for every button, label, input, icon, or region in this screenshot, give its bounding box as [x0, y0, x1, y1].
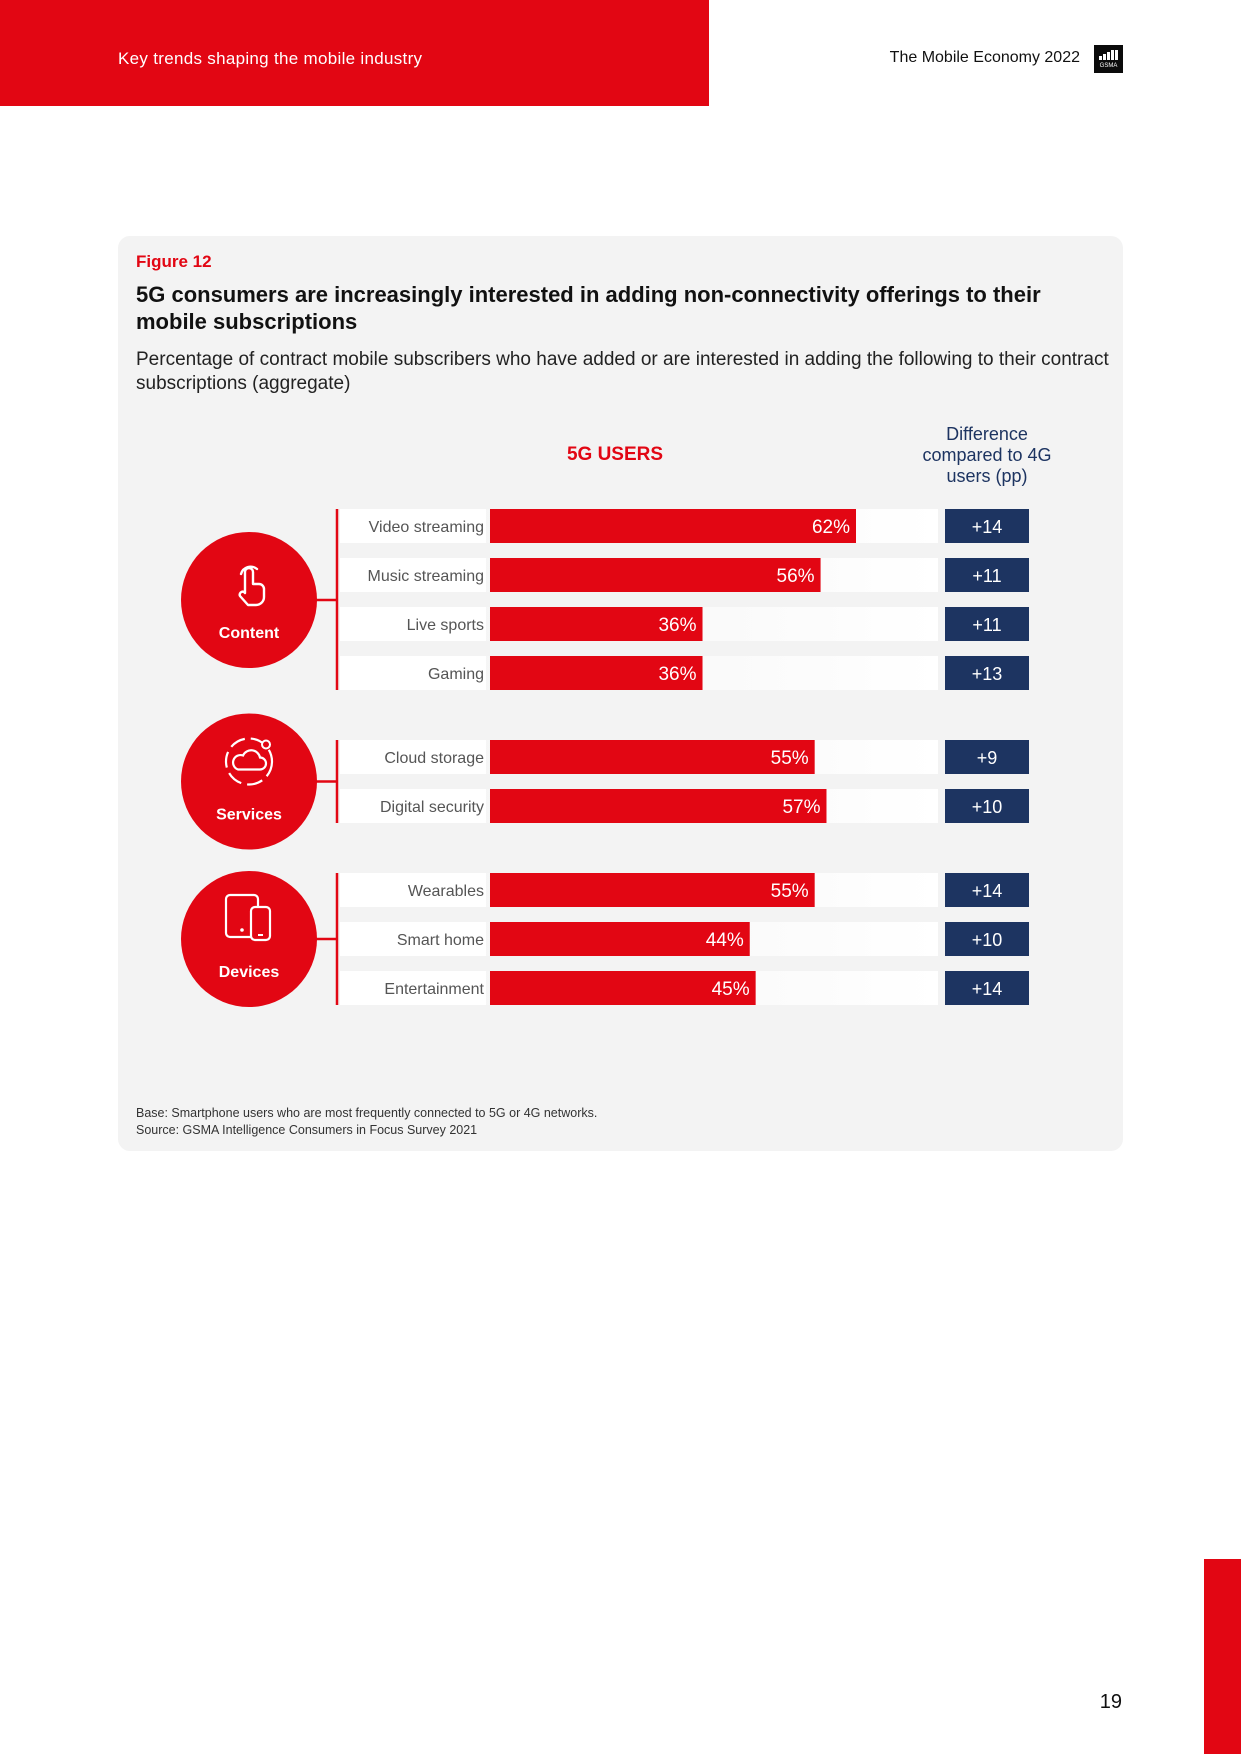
group-circle-content [181, 532, 317, 668]
figure-title: 5G consumers are increasingly interested… [136, 282, 1041, 334]
category-label-wearables: Wearables [408, 883, 484, 900]
data-label-cloud-storage: 55% [771, 748, 809, 769]
diff-box-wearables [945, 873, 1029, 907]
label-cell-video-streaming [340, 509, 486, 543]
diff-box-cloud-storage [945, 740, 1029, 774]
diff-label-cloud-storage: +9 [977, 748, 998, 768]
diff-box-live-sports [945, 607, 1029, 641]
category-label-smart-home: Smart home [397, 932, 484, 949]
bar-chart: Video streaming 62% +14 Music streaming 56% +… [181, 509, 1029, 1007]
category-label-music-streaming: Music streaming [368, 568, 484, 585]
column-header-difference: Difference compared to 4G users (pp) [922, 424, 1052, 486]
cloud-icon [224, 737, 274, 786]
header-band [0, 0, 709, 106]
section-title: Key trends shaping the mobile industry [118, 49, 423, 68]
bar-digital-security [490, 789, 827, 823]
data-label-entertainment: 45% [712, 979, 750, 1000]
bar-gaming [490, 656, 703, 690]
gsma-logo: GSMA [1094, 45, 1123, 73]
label-cell-music-streaming [340, 558, 486, 592]
touch-hand-icon [238, 565, 266, 607]
devices-icon [224, 893, 272, 942]
category-label-digital-security: Digital security [380, 799, 484, 816]
group-circle-devices [181, 871, 317, 1007]
diff-label-music-streaming: +11 [972, 566, 1001, 586]
bar-wearables [490, 873, 815, 907]
category-label-gaming: Gaming [428, 666, 484, 683]
footnote: Base: Smartphone users who are most freq… [136, 1105, 597, 1139]
category-label-entertainment: Entertainment [384, 981, 484, 998]
category-label-cloud-storage: Cloud storage [384, 750, 484, 767]
category-label-video-streaming: Video streaming [369, 519, 484, 536]
diff-box-gaming [945, 656, 1029, 690]
group-label-devices: Devices [219, 964, 280, 981]
label-cell-smart-home [340, 922, 486, 956]
bar-entertainment [490, 971, 756, 1005]
diff-label-entertainment: +14 [972, 979, 1003, 999]
label-cell-cloud-storage [340, 740, 486, 774]
diff-box-digital-security [945, 789, 1029, 823]
label-cell-entertainment [340, 971, 486, 1005]
label-cell-live-sports [340, 607, 486, 641]
diff-box-entertainment [945, 971, 1029, 1005]
data-label-live-sports: 36% [658, 615, 696, 636]
label-cell-digital-security [340, 789, 486, 823]
data-label-music-streaming: 56% [777, 566, 815, 587]
group-label-content: Content [219, 625, 280, 642]
diff-label-gaming: +13 [972, 664, 1003, 684]
data-label-gaming: 36% [658, 664, 696, 685]
group-circle-services [181, 713, 317, 850]
footnote-base: Base: Smartphone users who are most freq… [136, 1106, 598, 1120]
bar-cloud-storage [490, 740, 815, 774]
group-label-services: Services [216, 807, 282, 824]
bar-live-sports [490, 607, 703, 641]
figure-label: Figure 12 [136, 252, 212, 271]
signal-bars-icon [1099, 50, 1118, 60]
label-cell-gaming [340, 656, 486, 690]
page-number: 19 [1099, 1691, 1122, 1713]
label-cell-wearables [340, 873, 486, 907]
diff-box-music-streaming [945, 558, 1029, 592]
bar-music-streaming [490, 558, 821, 592]
side-accent-bar [1204, 1559, 1241, 1754]
diff-label-live-sports: +11 [972, 615, 1001, 635]
logo-text: GSMA [1099, 63, 1118, 69]
data-label-digital-security: 57% [782, 797, 820, 818]
diff-box-smart-home [945, 922, 1029, 956]
figure-subtitle: Percentage of contract mobile subscriber… [136, 349, 1109, 394]
diff-label-wearables: +14 [972, 881, 1003, 901]
diff-label-video-streaming: +14 [972, 517, 1003, 537]
data-label-video-streaming: 62% [812, 517, 850, 538]
data-label-wearables: 55% [771, 881, 809, 902]
bar-video-streaming [490, 509, 856, 543]
bar-smart-home [490, 922, 750, 956]
footnote-source: Source: GSMA Intelligence Consumers in F… [136, 1123, 478, 1137]
diff-label-digital-security: +10 [972, 797, 1003, 817]
report-title: The Mobile Economy 2022 [889, 49, 1080, 66]
category-label-live-sports: Live sports [407, 617, 484, 634]
diff-label-smart-home: +10 [972, 930, 1003, 950]
data-label-smart-home: 44% [706, 930, 744, 951]
diff-box-video-streaming [945, 509, 1029, 543]
column-header-5g-users: 5G USERS [566, 444, 664, 465]
